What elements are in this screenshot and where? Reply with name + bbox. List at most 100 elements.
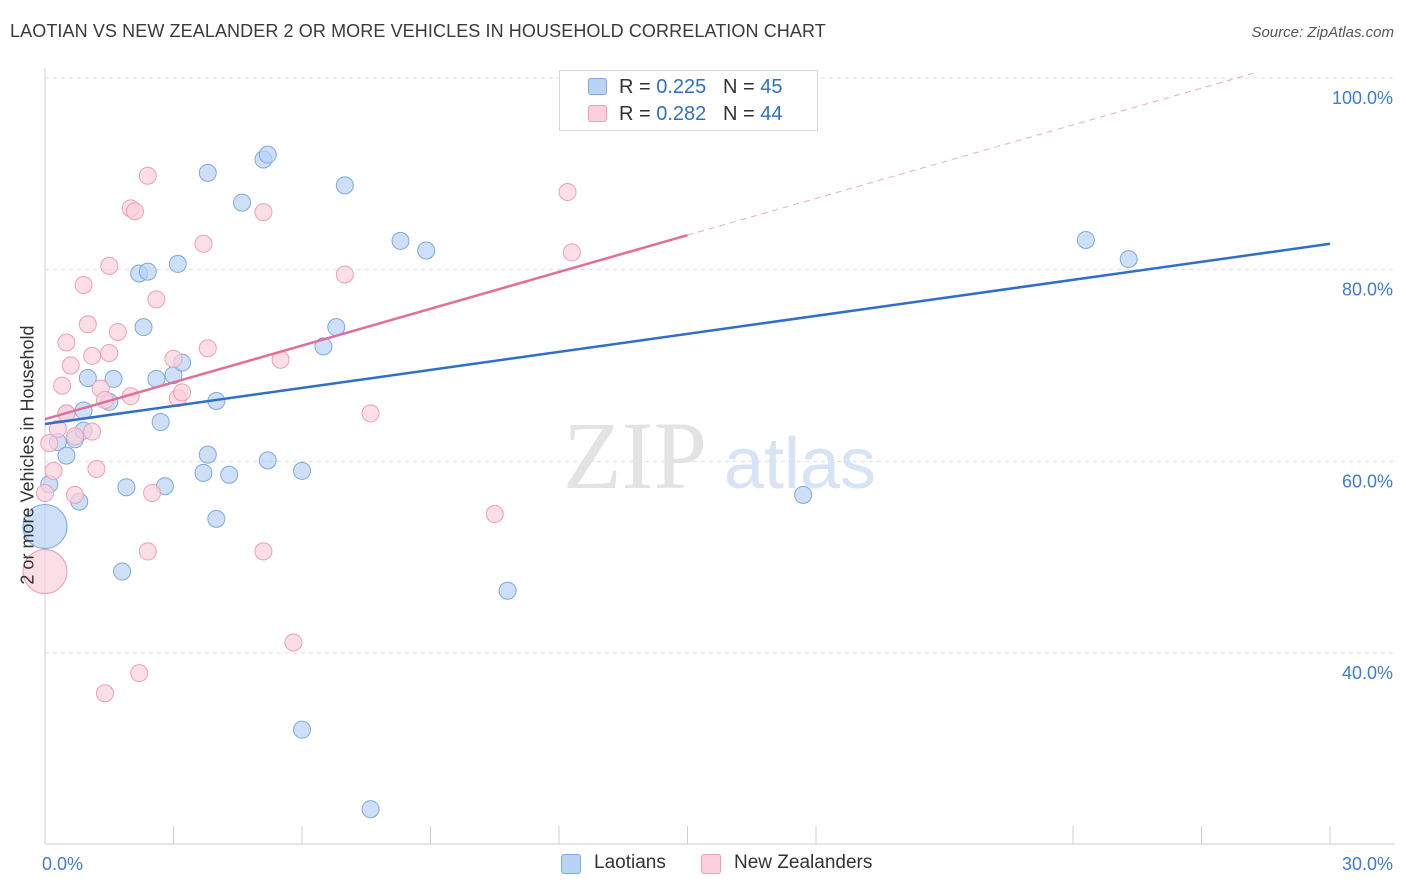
legend-n-value: 45 — [760, 76, 783, 98]
new-zealander-point — [194, 234, 213, 253]
legend-n-label: N = — [722, 103, 761, 125]
new-zealander-point — [53, 376, 72, 395]
legend-swatch-laotians — [588, 78, 607, 95]
new-zealander-point — [173, 383, 192, 402]
legend-r-label: R = — [619, 103, 657, 125]
new-zealander-point — [198, 339, 217, 358]
laotian-point — [293, 720, 311, 739]
new-zealander-point — [48, 419, 67, 438]
new-zealander-point — [143, 483, 162, 502]
laotian-point — [22, 504, 68, 549]
laotian-point — [391, 231, 410, 250]
new-zealander-point — [254, 542, 273, 561]
stats-legend: R = 0.225 N = 45 R = 0.282 N = 44 — [559, 70, 818, 131]
data-points — [22, 145, 1138, 819]
laotian-point — [78, 368, 97, 387]
new-zealander-point — [22, 549, 68, 595]
laotian-point — [134, 318, 153, 337]
legend-n-label: N = — [722, 76, 761, 98]
legend-text-new-zealanders: R = 0.282 N = 44 — [619, 102, 782, 126]
laotian-point — [498, 581, 517, 600]
y-tick-label: 40.0% — [1342, 663, 1393, 683]
bottom-legend-swatch-laotians — [561, 854, 581, 874]
laotian-point — [361, 800, 380, 819]
new-zealander-point — [164, 349, 183, 368]
new-zealander-point — [125, 202, 144, 221]
laotian-point — [207, 509, 226, 528]
new-zealander-point — [78, 315, 97, 334]
new-zealander-point — [65, 485, 84, 504]
laotian-point — [198, 163, 217, 182]
source-label: Source: ZipAtlas.com — [1251, 24, 1394, 41]
new-zealander-point — [61, 356, 80, 375]
y-tick-label: 60.0% — [1342, 471, 1393, 491]
new-zealander-point — [36, 483, 54, 502]
watermark: ZIP atlas — [563, 402, 876, 509]
new-zealander-point — [87, 460, 106, 478]
new-zealander-point — [138, 542, 157, 561]
laotian-trend-line — [44, 242, 1331, 426]
new-zealander-point — [65, 427, 84, 446]
laotian-point — [417, 241, 436, 260]
bottom-legend-label-new-zealanders: New Zealanders — [734, 852, 873, 873]
legend-n-value: 44 — [760, 103, 783, 125]
new-zealander-point — [108, 322, 127, 341]
new-zealander-point — [100, 344, 119, 363]
new-zealander-point — [147, 290, 166, 309]
laotian-point — [1076, 230, 1095, 249]
axes — [44, 68, 1395, 845]
legend-swatch-new-zealanders — [588, 105, 607, 122]
new-zealander-point — [100, 256, 119, 275]
new-zealander-point — [40, 434, 59, 453]
new-zealander-point — [562, 243, 581, 262]
y-tick-label: 80.0% — [1342, 280, 1393, 300]
laotian-point — [198, 445, 217, 464]
x-tick-label: 0.0% — [42, 854, 83, 874]
new-zealander-point — [130, 664, 149, 683]
new-zealander-point — [83, 422, 102, 441]
legend-text-laotians: R = 0.225 N = 45 — [619, 75, 782, 99]
chart-title: LAOTIAN VS NEW ZEALANDER 2 OR MORE VEHIC… — [10, 21, 826, 41]
new-zealander-point — [138, 166, 157, 185]
laotian-point — [335, 176, 354, 195]
trend-lines — [44, 71, 1331, 426]
new-zealander-trend-line — [44, 233, 688, 421]
watermark-zip: ZIP — [563, 402, 707, 509]
laotian-point — [117, 478, 136, 497]
laotian-point — [220, 465, 239, 484]
laotian-point — [293, 461, 311, 480]
new-zealander-point — [57, 333, 76, 352]
laotian-point — [194, 463, 213, 482]
legend-r-value: 0.225 — [656, 76, 707, 98]
y-tick-label: 100.0% — [1332, 88, 1393, 108]
laotian-point — [794, 485, 813, 504]
laotian-point — [1119, 250, 1138, 269]
tick-labels: 0.0% 30.0% 40.0% 60.0% 80.0% 100.0% — [42, 88, 1393, 874]
laotian-point — [168, 254, 187, 273]
laotian-point — [57, 446, 76, 465]
x-tick-label: 30.0% — [1342, 854, 1393, 874]
laotian-point — [151, 413, 170, 432]
laotian-point — [258, 145, 277, 164]
new-zealander-point — [44, 461, 63, 480]
legend-r-label: R = — [619, 76, 657, 98]
new-zealander-point — [485, 505, 504, 524]
y-axis-label: 2 or more Vehicles in Household — [17, 325, 38, 585]
laotian-point — [104, 369, 123, 388]
laotian-point — [113, 562, 132, 581]
new-zealander-point — [335, 265, 354, 284]
gridlines — [45, 77, 1395, 654]
new-zealander-point — [284, 633, 303, 652]
new-zealander-point — [83, 346, 102, 365]
new-zealander-point — [95, 684, 114, 703]
laotian-point — [258, 451, 277, 470]
new-zealander-point — [361, 404, 380, 423]
bottom-legend-swatch-new-zealanders — [701, 854, 721, 874]
legend-r-value: 0.282 — [656, 103, 707, 125]
laotian-point — [314, 337, 333, 356]
laotian-point — [138, 262, 157, 281]
new-zealander-point — [74, 276, 93, 294]
bottom-legend-label-laotians: Laotians — [594, 852, 666, 873]
laotian-point — [233, 193, 252, 212]
